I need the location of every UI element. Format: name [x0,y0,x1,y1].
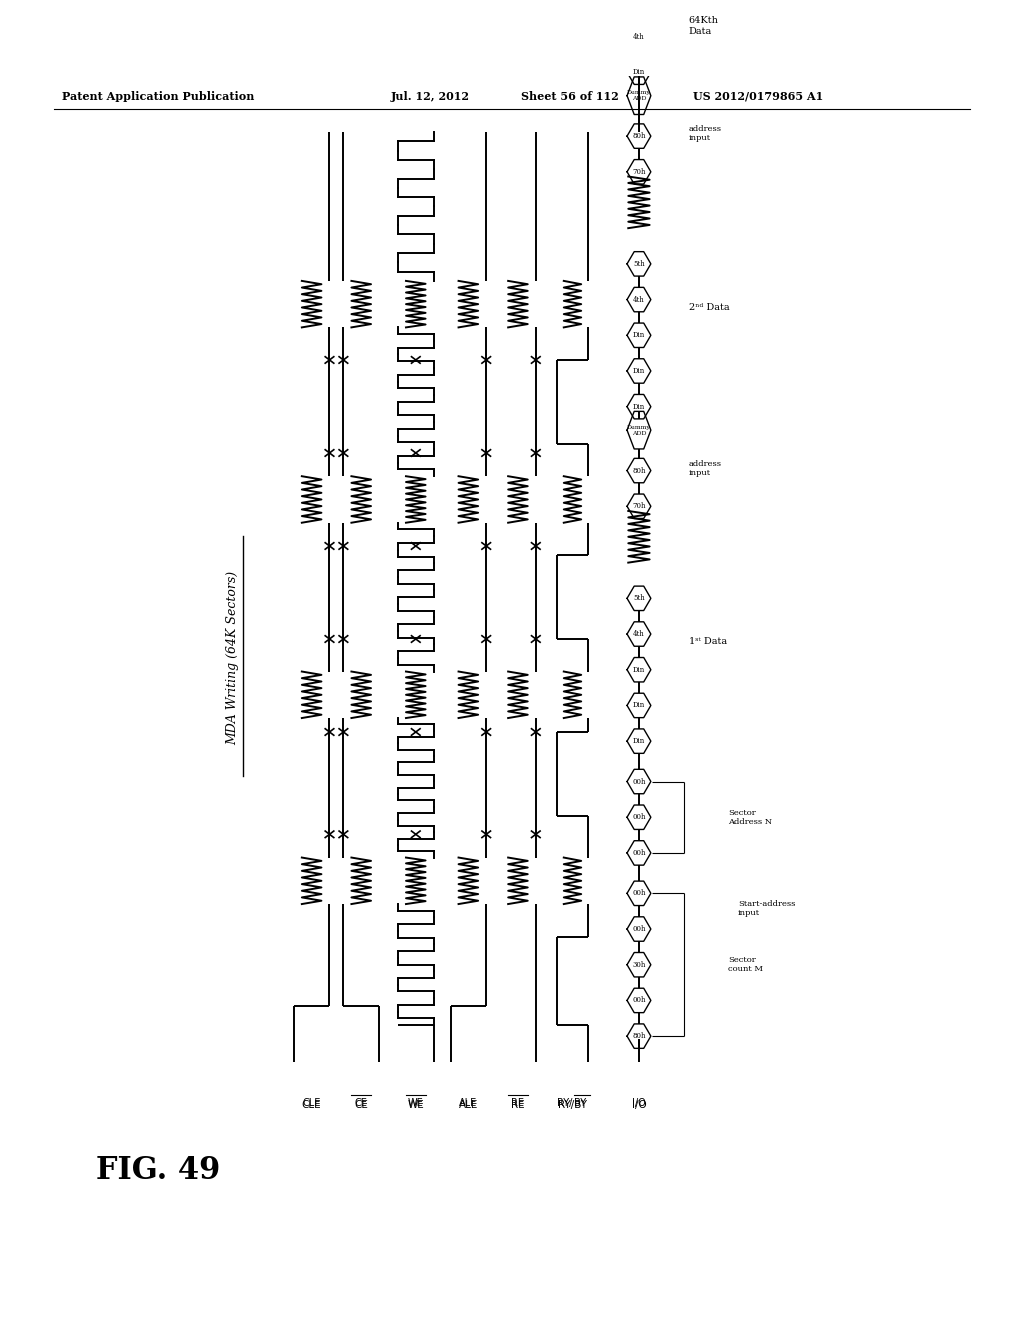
Text: RY/BY: RY/BY [558,1100,587,1110]
Text: 30h: 30h [632,961,646,969]
Text: 5th: 5th [633,260,645,268]
Text: RE: RE [511,1098,524,1107]
Text: Din: Din [633,367,645,375]
Text: 4th: 4th [633,630,645,638]
Text: Dummy
ADD: Dummy ADD [627,90,651,102]
Text: Din: Din [633,737,645,744]
Text: WE: WE [408,1098,424,1107]
Text: Din: Din [633,403,645,411]
Text: 5th: 5th [633,594,645,602]
Text: 00h: 00h [632,849,646,857]
Text: 00h: 00h [632,813,646,821]
Text: 80h: 80h [632,466,646,475]
Text: Din: Din [633,701,645,709]
Text: Sector
count M: Sector count M [728,956,763,973]
Text: FIG. 49: FIG. 49 [96,1155,220,1185]
Text: 80h: 80h [632,1032,646,1040]
Text: I/O: I/O [632,1100,646,1110]
Text: Din: Din [633,69,645,77]
Text: 2ⁿᵈ Data: 2ⁿᵈ Data [688,302,729,312]
Text: US 2012/0179865 A1: US 2012/0179865 A1 [693,91,823,102]
Text: 00h: 00h [632,890,646,898]
Text: CLE: CLE [302,1098,321,1107]
Text: 00h: 00h [632,925,646,933]
Text: Din: Din [633,331,645,339]
Text: 00h: 00h [632,777,646,785]
Text: RY/: RY/ [557,1098,572,1107]
Text: Din: Din [633,665,645,673]
Text: CLE: CLE [302,1100,322,1110]
Text: 00h: 00h [632,997,646,1005]
Text: ALE: ALE [459,1100,478,1110]
Text: address
input: address input [688,459,722,477]
Text: Start-address
input: Start-address input [738,900,796,917]
Text: I/O: I/O [632,1098,646,1107]
Text: 4th: 4th [633,33,645,41]
Text: Jul. 12, 2012: Jul. 12, 2012 [391,91,470,102]
Text: CE: CE [354,1098,368,1107]
Text: 70h: 70h [632,502,646,511]
Text: RE: RE [511,1100,524,1110]
Text: WE: WE [408,1100,424,1110]
Text: ALE: ALE [459,1098,477,1107]
Text: 1ˢᵗ Data: 1ˢᵗ Data [688,638,727,645]
Text: 4th: 4th [633,296,645,304]
Text: Patent Application Publication: Patent Application Publication [61,91,254,102]
Text: 70h: 70h [632,168,646,176]
Text: 80h: 80h [632,132,646,140]
Text: BY: BY [574,1098,587,1107]
Text: Dummy
ADD: Dummy ADD [627,425,651,436]
Text: 64Kth
Data: 64Kth Data [688,16,719,36]
Text: CE: CE [354,1100,369,1110]
Text: address
input: address input [688,125,722,143]
Text: Sector
Address N: Sector Address N [728,809,772,826]
Text: Sheet 56 of 112: Sheet 56 of 112 [520,91,618,102]
Text: MDA Writing (64K Sectors): MDA Writing (64K Sectors) [226,572,239,746]
